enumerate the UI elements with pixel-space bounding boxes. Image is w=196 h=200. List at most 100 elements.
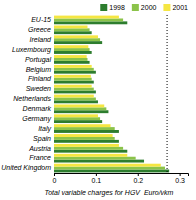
bar [54, 16, 119, 19]
bar [54, 100, 98, 103]
bar [54, 110, 108, 113]
y-tick-label: Sweden [26, 85, 51, 92]
bar [54, 147, 123, 150]
series [54, 16, 161, 167]
bar [54, 51, 92, 54]
y-tick-label: Ireland [30, 36, 53, 43]
bar [54, 38, 100, 41]
bar [54, 137, 115, 140]
plot-area [54, 15, 169, 173]
bar [54, 104, 104, 107]
bar [54, 85, 92, 88]
bar [54, 25, 88, 28]
y-tick: Germany [22, 115, 51, 123]
x-tick-mark [138, 173, 139, 176]
x-tick-mark [180, 173, 181, 176]
x-tick-mark [54, 173, 55, 176]
y-tick-label: Germany [22, 115, 51, 123]
y-tick-label: Belgium [26, 66, 51, 74]
x-tick-label: 0.1 [92, 177, 102, 184]
y-tick-label: Denmark [23, 105, 52, 112]
y-tick: Sweden [26, 85, 51, 92]
legend-label: 1998 [109, 4, 125, 11]
x-tick-label: 0 [53, 177, 57, 184]
x-tick: 0.1 [92, 173, 102, 184]
bar [54, 120, 102, 123]
x-tick: 0.2 [133, 173, 143, 184]
bar [54, 35, 98, 38]
bar [54, 140, 119, 143]
bar [54, 55, 87, 58]
legend-swatch [132, 4, 139, 11]
y-tick: Ireland [30, 36, 53, 43]
y-tick: Luxembourg [12, 46, 51, 54]
y-tick: Spain [33, 135, 51, 143]
bar [54, 48, 90, 51]
series [54, 18, 165, 169]
legend-swatch [100, 4, 107, 11]
legend: 1998 2000 2001 [100, 4, 188, 11]
bar [54, 154, 127, 157]
legend-item: 2000 [132, 4, 157, 11]
bar [54, 68, 94, 71]
y-tick: Finland [28, 75, 52, 82]
bar [54, 71, 96, 74]
x-tick-label: 0.3 [175, 177, 185, 184]
bar [54, 167, 165, 170]
bar [54, 28, 90, 31]
legend-item: 2001 [163, 4, 188, 11]
legend-item: 1998 [100, 4, 125, 11]
legend-swatch [163, 4, 170, 11]
bar [54, 75, 91, 78]
y-tick-label: Portugal [25, 56, 52, 64]
y-tick-label: Finland [28, 75, 52, 82]
bar [54, 160, 144, 163]
bar [54, 107, 106, 110]
y-tick: Austria [28, 145, 51, 152]
legend-label: 2001 [172, 4, 188, 11]
bar [54, 78, 92, 81]
bar [54, 31, 92, 34]
y-tick: Belgium [26, 66, 51, 74]
chart: 0 0.1 0.2 0.3 EU-15 Greece Ireland Luxembourg Po… [0, 0, 196, 200]
bar [54, 41, 102, 44]
x-axis-title: Total variable charges for HGV Euro/vkm [45, 189, 174, 197]
reference-line [167, 15, 168, 173]
bar [54, 130, 119, 133]
series [54, 21, 169, 172]
bar [54, 58, 88, 61]
y-tick-label: Austria [28, 145, 51, 152]
x-tick-mark [96, 173, 97, 176]
bar [54, 81, 94, 84]
bar [54, 150, 127, 153]
bar [54, 97, 96, 100]
bar [54, 127, 115, 130]
y-tick-label: Italy [38, 125, 51, 133]
bar [54, 170, 169, 173]
y-tick: Portugal [25, 56, 52, 64]
x-tick-label: 0.2 [133, 177, 143, 184]
y-tick-label: Spain [33, 135, 51, 143]
bar [54, 95, 94, 98]
y-tick: Denmark [23, 105, 52, 112]
y-tick-label: EU-15 [31, 16, 51, 23]
y-axis: EU-15 Greece Ireland Luxembourg Portugal Belg… [1, 16, 52, 172]
y-tick-label: France [29, 154, 51, 161]
bar [54, 134, 113, 137]
y-tick: United Kingdom [1, 164, 51, 172]
bar [54, 117, 100, 120]
x-axis: 0 0.1 0.2 0.3 [53, 173, 189, 184]
x-tick: 0.3 [175, 173, 185, 184]
bar [54, 21, 127, 24]
y-tick-label: Netherlands [13, 95, 51, 102]
bar [54, 91, 96, 94]
bar [54, 45, 88, 48]
bar [54, 88, 94, 91]
y-tick-label: Greece [28, 26, 51, 33]
x-axis-line [55, 174, 189, 177]
bar [54, 114, 98, 117]
y-tick-label: United Kingdom [1, 164, 51, 172]
bar [54, 18, 123, 21]
y-tick: EU-15 [31, 16, 51, 23]
bar [54, 164, 161, 167]
